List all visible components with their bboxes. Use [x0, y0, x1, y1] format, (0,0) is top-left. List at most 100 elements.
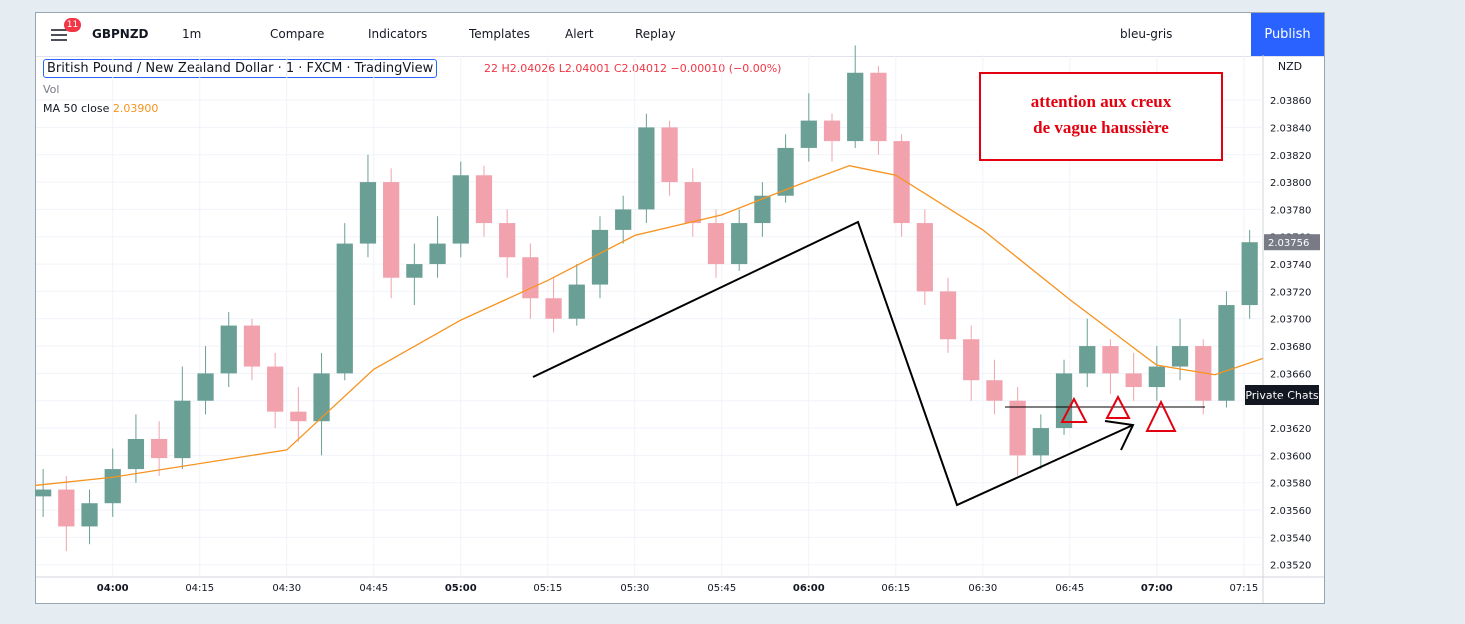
legend-ma: MA 50 close 2.03900 [43, 102, 158, 115]
x-tick-label: 04:45 [359, 583, 388, 594]
candle-body [986, 380, 1003, 401]
candle-body [406, 264, 423, 278]
candle-body [568, 284, 585, 319]
theme[interactable]: bleu-gris [1120, 27, 1173, 41]
x-tick-label: 04:15 [185, 583, 214, 594]
x-tick-label: 05:00 [445, 583, 477, 594]
candle-body [1241, 242, 1258, 306]
candle-body [522, 257, 539, 299]
candle-body [1102, 346, 1119, 374]
last-price: 2.03756 [1268, 238, 1309, 249]
x-tick-label: 04:30 [272, 583, 301, 594]
x-tick-label: 05:15 [533, 583, 562, 594]
y-tick-label: 2.03560 [1270, 506, 1311, 517]
candle-body [452, 175, 469, 244]
y-tick-label: 2.03700 [1270, 315, 1311, 326]
private-chats[interactable]: Private Chats [1245, 389, 1319, 402]
x-tick-label: 07:00 [1141, 583, 1173, 594]
note-box [979, 72, 1223, 161]
candle-body [545, 298, 562, 319]
legend-ohlc: 22 H2.04026 L2.04001 C2.04012 −0.00010 (… [484, 62, 782, 75]
toolbar-button[interactable]: Alert [565, 27, 594, 41]
toolbar-button[interactable]: Replay [635, 27, 676, 41]
candle-body [1125, 373, 1142, 388]
symbol[interactable]: GBPNZD [92, 27, 149, 41]
trend-drawing [532, 220, 1134, 507]
candle-body [847, 72, 864, 142]
publish-button[interactable]: Publish [1251, 13, 1324, 56]
currency[interactable]: NZD [1278, 60, 1302, 73]
ma-label: MA 50 close [43, 102, 110, 115]
x-tick-label: 06:00 [793, 583, 825, 594]
candle-body [243, 325, 261, 367]
toolbar: 11 GBPNZD 1m Compare Indicators Template… [36, 13, 1324, 57]
x-tick-label: 06:45 [1055, 583, 1084, 594]
menu-icon[interactable] [50, 27, 68, 43]
y-tick-label: 2.03520 [1270, 561, 1311, 572]
candle-body [359, 182, 377, 244]
toolbar-button[interactable]: Indicators [368, 27, 428, 41]
candle-body [591, 229, 609, 285]
y-tick-label: 2.03580 [1270, 479, 1311, 490]
candle-body [754, 195, 771, 224]
x-tick-label: 05:30 [620, 583, 649, 594]
candle-body [475, 175, 493, 224]
y-tick-label: 2.03540 [1270, 533, 1311, 544]
candle-body [1032, 428, 1049, 456]
x-tick-label: 06:30 [968, 583, 997, 594]
candle-body [35, 489, 52, 497]
candle-body [383, 182, 400, 278]
interval[interactable]: 1m [182, 27, 202, 41]
candle-body [800, 120, 817, 148]
candle-body [638, 127, 655, 210]
series [34, 45, 1264, 552]
candle-body [197, 373, 214, 401]
y-tick-label: 2.03840 [1270, 123, 1311, 134]
legend-vol: Vol [43, 83, 60, 96]
candle-body [939, 291, 957, 340]
candle-body [290, 411, 307, 422]
candle-body [220, 325, 237, 374]
triangle [1060, 396, 1088, 423]
candle-body [1055, 373, 1073, 429]
candle-body [777, 147, 794, 196]
x-tick-label: 05:45 [707, 583, 736, 594]
toolbar-button[interactable]: Compare [270, 27, 325, 41]
y-tick-label: 2.03600 [1270, 451, 1311, 462]
notification-badge: 11 [64, 18, 81, 32]
candle-body [127, 438, 145, 470]
y-tick-label: 2.03640 [1270, 397, 1311, 408]
last-price-bg [1264, 234, 1320, 251]
candle-body [1171, 346, 1189, 367]
candle-body [661, 127, 678, 183]
y-tick-label: 2.03780 [1270, 205, 1311, 216]
candle-body [267, 366, 284, 412]
candle-body [104, 469, 121, 504]
x-tick-label: 07:15 [1229, 583, 1258, 594]
note-text: de vague haussière [1033, 118, 1169, 137]
candle-body [336, 243, 353, 374]
candle-body [707, 223, 725, 265]
toolbar-button[interactable]: Templates [469, 27, 531, 41]
note-text: attention aux creux [1031, 92, 1172, 111]
triangle [1145, 399, 1177, 432]
y-tick-label: 2.03820 [1270, 151, 1311, 162]
candle-body [81, 503, 98, 527]
tooltip-bg [1245, 385, 1319, 405]
candle-body [684, 182, 701, 224]
candle-body [1148, 366, 1165, 388]
drawings: attention aux creux de vague haussière [532, 72, 1223, 507]
candle-body [1009, 400, 1026, 456]
candle-body [870, 72, 887, 142]
legend-title: British Pound / New Zealand Dollar · 1 ·… [43, 59, 438, 78]
y-tick-label: 2.03620 [1270, 424, 1311, 435]
candle-body [615, 209, 632, 230]
y-tick-label: 2.03800 [1270, 178, 1311, 189]
candle-body [429, 243, 446, 265]
candle-body [1218, 305, 1235, 401]
candle-body [58, 489, 75, 527]
candle-body [174, 400, 191, 459]
y-tick-label: 2.03680 [1270, 342, 1311, 353]
